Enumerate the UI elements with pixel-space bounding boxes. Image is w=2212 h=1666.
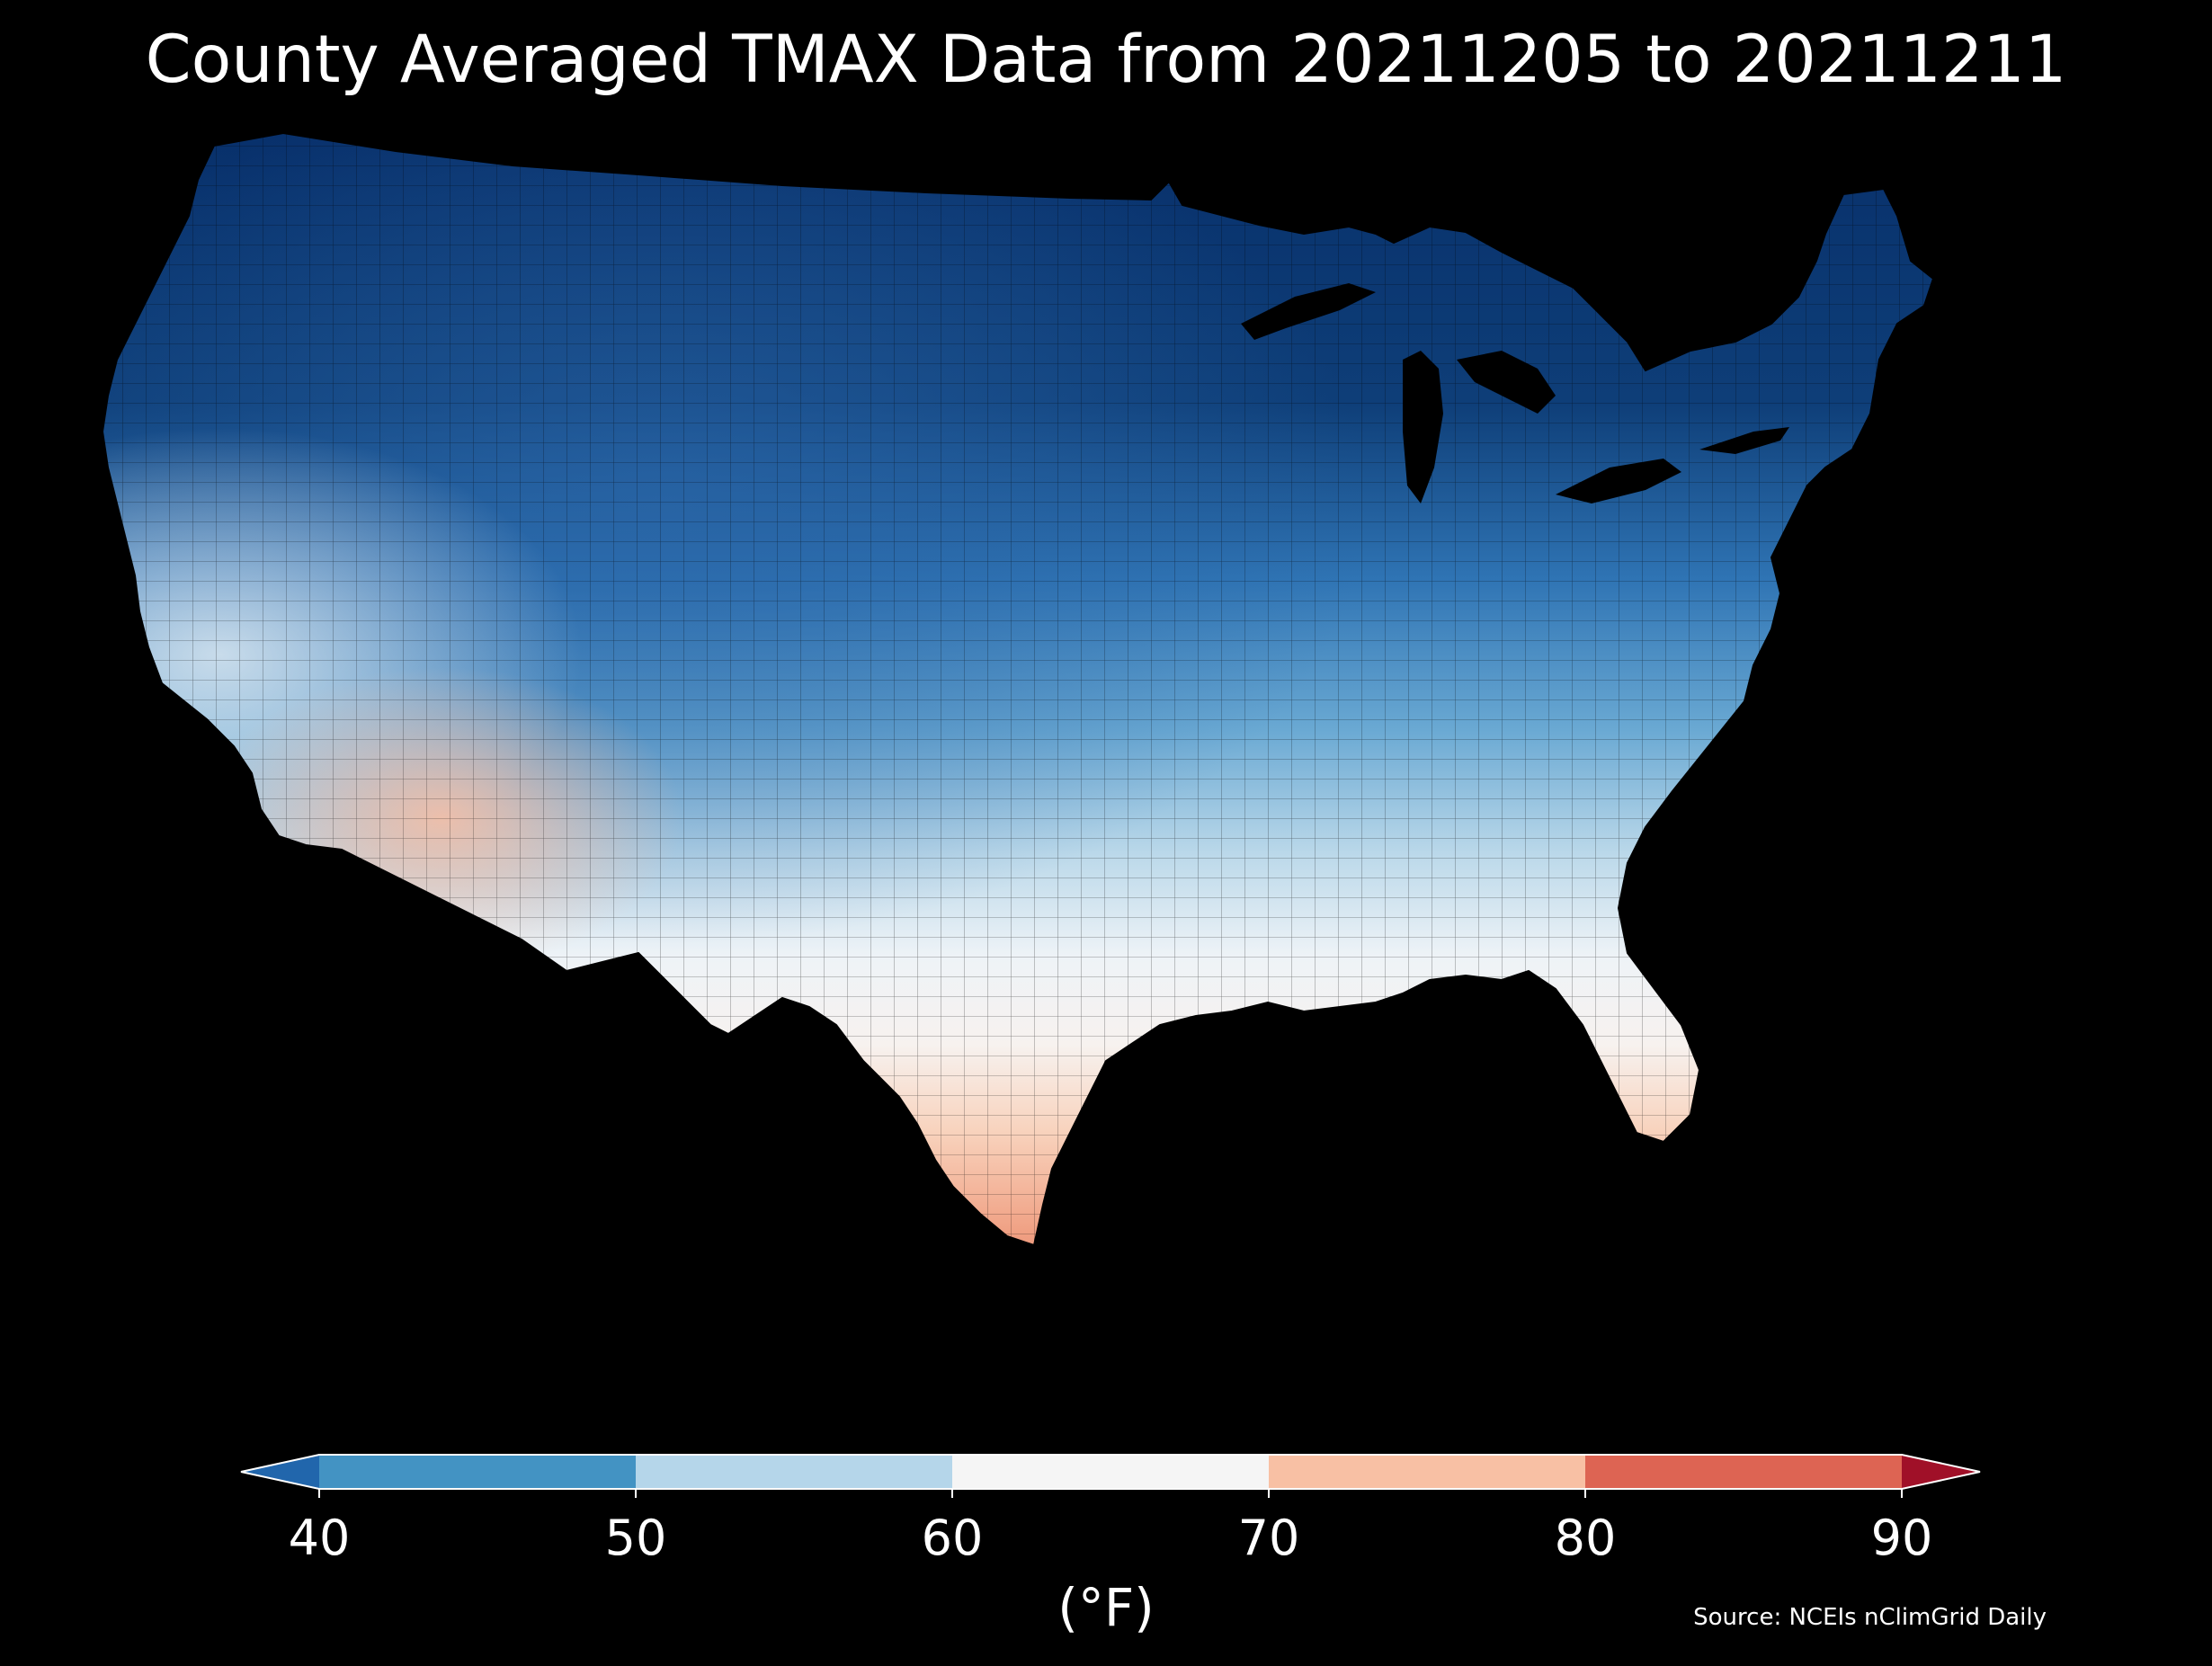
us-map-svg [102, 132, 1934, 1246]
colorbar-bin [952, 1455, 1269, 1489]
colorbar-svg [240, 1454, 1981, 1498]
colorbar-tick-label: 90 [1870, 1510, 1933, 1566]
colorbar [234, 1439, 1987, 1501]
colorbar-bin [636, 1455, 952, 1489]
source-credit: Source: NCEIs nClimGrid Daily [1693, 1604, 2047, 1631]
colorbar-tick-label: 70 [1237, 1510, 1300, 1566]
county-fill-layer [103, 133, 1933, 1245]
colorbar-tick-label: 80 [1554, 1510, 1617, 1566]
colorbar-label: (°F) [1057, 1577, 1155, 1638]
colorbar-tick-label: 50 [604, 1510, 667, 1566]
colorbar-bin [319, 1455, 636, 1489]
map-title: County Averaged TMAX Data from 20211205 … [145, 22, 2067, 98]
colorbar-bin [1585, 1455, 1902, 1489]
colorbar-tick-label: 60 [921, 1510, 984, 1566]
choropleth-map [99, 126, 2113, 1385]
colorbar-bin [1269, 1455, 1585, 1489]
colorbar-extend-low [241, 1455, 319, 1489]
chesapeake-bay [1807, 584, 1821, 674]
colorbar-tick-label: 40 [288, 1510, 351, 1566]
great-lakes [1241, 283, 1789, 503]
colorbar-extend-high [1902, 1455, 1980, 1489]
